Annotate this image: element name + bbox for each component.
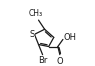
Text: S: S xyxy=(30,30,35,39)
Text: CH₃: CH₃ xyxy=(29,9,43,18)
Text: Br: Br xyxy=(38,56,47,65)
Text: O: O xyxy=(57,57,63,66)
Text: OH: OH xyxy=(63,33,76,42)
